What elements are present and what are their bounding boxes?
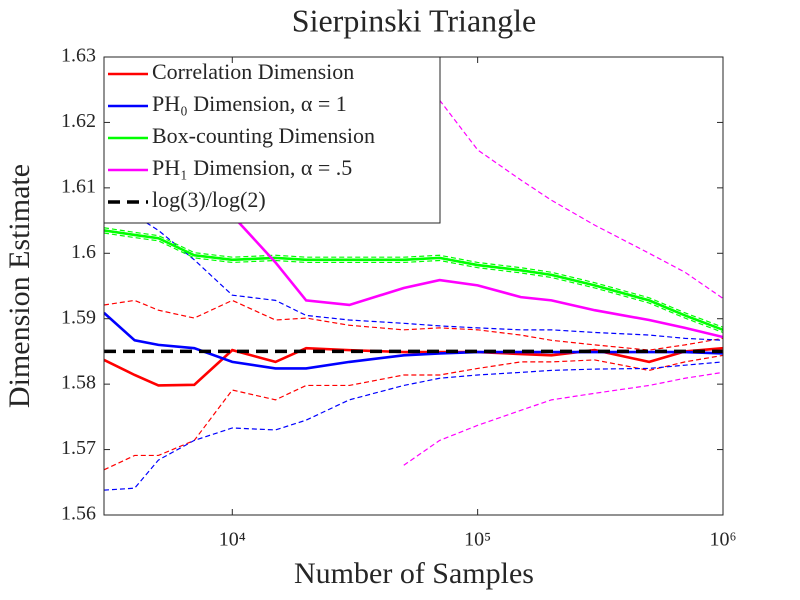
series-line — [104, 229, 723, 332]
series-line — [231, 214, 723, 339]
legend-label: PH₁ Dimension, α = .5 — [152, 155, 352, 180]
y-tick-label: 1.63 — [61, 45, 96, 67]
y-tick-label: 1.6 — [71, 241, 96, 263]
bound-line — [439, 99, 723, 299]
x-tick-label: 10⁵ — [464, 529, 491, 551]
y-tick-label: 1.56 — [61, 503, 96, 525]
bound-line — [403, 371, 723, 466]
legend-label: PH₀ Dimension, α = 1 — [152, 91, 347, 116]
x-tick-label: 10⁴ — [219, 529, 246, 551]
y-tick-label: 1.58 — [61, 372, 96, 394]
y-tick-label: 1.62 — [61, 110, 96, 132]
legend: Correlation Dimension PH₀ Dimension, α = … — [103, 56, 441, 224]
x-axis-label: Number of Samples — [294, 557, 534, 590]
y-tick-label: 1.57 — [61, 437, 96, 459]
y-tick-label: 1.61 — [61, 175, 96, 197]
legend-box — [103, 56, 441, 224]
y-axis-label: Dimension Estimate — [3, 164, 36, 408]
bound-line — [104, 199, 723, 341]
x-tick-label: 10⁶ — [710, 529, 737, 551]
chart-title: Sierpinski Triangle — [292, 2, 536, 38]
bound-line — [104, 299, 723, 351]
y-tick-label: 1.59 — [61, 306, 96, 328]
legend-label: Box-counting Dimension — [152, 123, 375, 148]
legend-label: Correlation Dimension — [152, 59, 354, 84]
series-line — [104, 346, 723, 387]
bound-line — [104, 361, 723, 491]
bound-line — [104, 232, 723, 334]
bound-line — [104, 354, 723, 471]
legend-label: log(3)/log(2) — [152, 187, 266, 212]
bound-line — [104, 227, 723, 328]
series-line — [104, 311, 723, 370]
plot-lines — [104, 99, 723, 491]
